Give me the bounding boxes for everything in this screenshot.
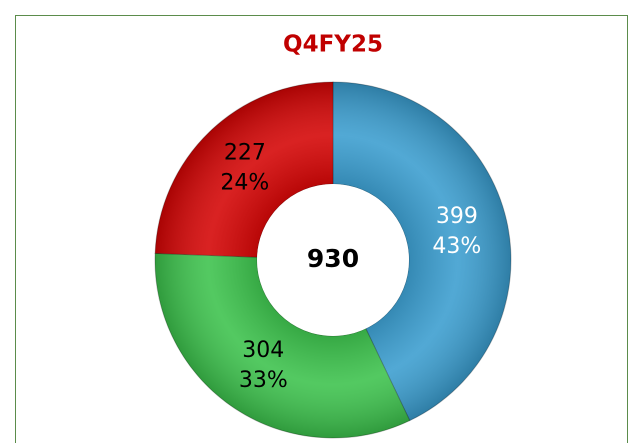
value-label: 304 <box>242 338 284 363</box>
chart-title: Q4FY25 <box>283 32 383 58</box>
percent-label: 43% <box>432 234 481 259</box>
percent-label: 24% <box>220 171 269 196</box>
total-label: 930 <box>307 244 359 273</box>
value-label: 227 <box>224 141 266 166</box>
hole <box>257 184 409 336</box>
value-label: 399 <box>436 204 478 229</box>
percent-label: 33% <box>239 368 288 393</box>
